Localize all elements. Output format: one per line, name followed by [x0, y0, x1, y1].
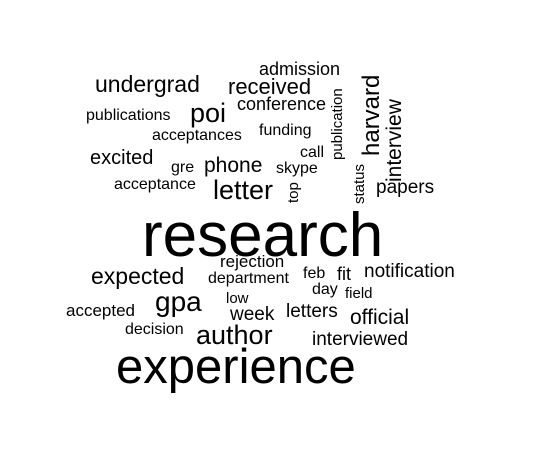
word-papers: papers: [376, 177, 435, 198]
word-call: call: [300, 144, 325, 161]
word-publication: publication: [329, 88, 346, 160]
word-fit: fit: [337, 264, 352, 284]
word-conference: conference: [237, 94, 327, 114]
word-research: research: [142, 201, 384, 270]
word-rejection: rejection: [220, 252, 285, 271]
word-low: low: [226, 290, 249, 307]
word-phone: phone: [204, 154, 263, 177]
word-decision: decision: [125, 321, 184, 338]
word-feb: feb: [303, 265, 326, 282]
word-acceptances: acceptances: [152, 127, 242, 144]
word-skype: skype: [276, 160, 318, 177]
word-field: field: [345, 285, 373, 302]
word-gre: gre: [171, 159, 195, 176]
word-author: author: [196, 320, 273, 350]
word-status: status: [351, 163, 368, 204]
word-notification: notification: [364, 261, 455, 282]
word-excited: excited: [90, 147, 154, 169]
word-week: week: [230, 304, 275, 325]
word-department: department: [208, 270, 289, 287]
word-experience: experience: [116, 340, 356, 394]
word-top: top: [285, 182, 302, 203]
word-letter: letter: [213, 175, 274, 205]
word-interviewed: interviewed: [312, 329, 409, 350]
word-undergrad: undergrad: [95, 71, 200, 97]
word-admission: admission: [259, 59, 341, 79]
word-letters: letters: [286, 301, 338, 322]
word-publications: publications: [86, 107, 171, 124]
word-expected: expected: [91, 263, 185, 289]
word-official: official: [350, 306, 410, 329]
word-day: day: [312, 281, 338, 298]
word-gpa: gpa: [155, 286, 202, 317]
word-received: received: [228, 74, 312, 99]
word-acceptance: acceptance: [114, 176, 196, 193]
word-interview: interview: [383, 99, 406, 182]
word-harvard: harvard: [358, 74, 385, 156]
word-funding: funding: [259, 122, 312, 139]
word-accepted: accepted: [66, 301, 135, 320]
word-poi: poi: [190, 98, 227, 128]
